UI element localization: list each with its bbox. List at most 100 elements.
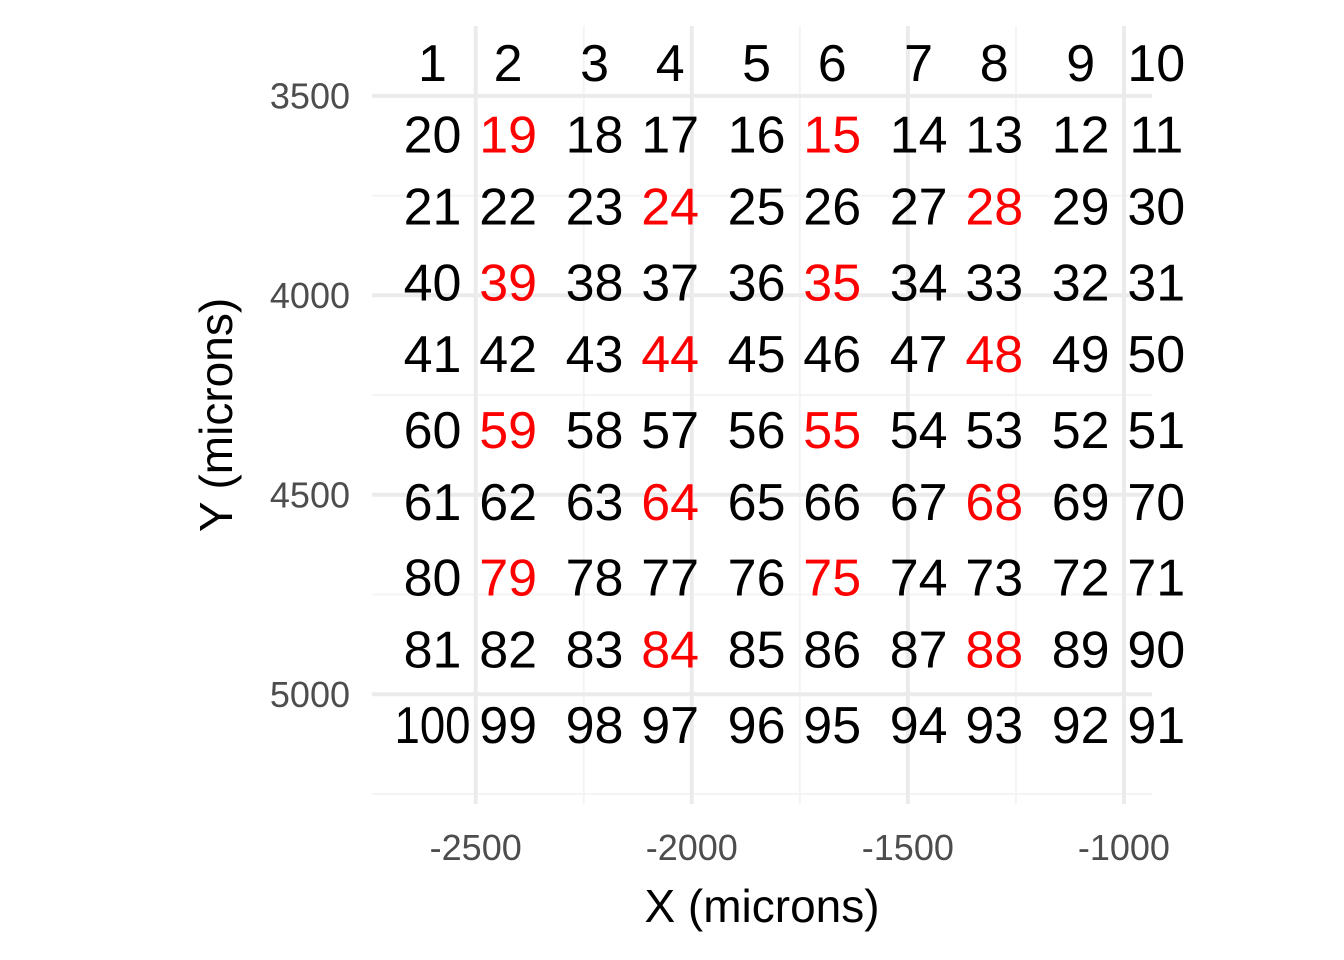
x-axis-ticks: -2500 -2000 -1500 -1000 [430, 827, 1170, 868]
x-tick-label: -1000 [1078, 827, 1170, 868]
well-label: 97 [641, 697, 699, 755]
well-label-highlighted: 88 [965, 621, 1023, 679]
well-label-highlighted: 59 [479, 402, 537, 460]
well-label: 21 [404, 179, 462, 237]
y-tick-label: 4500 [270, 474, 350, 515]
well-label: 1 [418, 35, 447, 93]
well-label: 91 [1127, 697, 1185, 755]
well-label: 72 [1052, 550, 1110, 608]
well-label: 83 [566, 621, 624, 679]
well-label-highlighted: 68 [965, 474, 1023, 532]
well-label: 66 [803, 474, 861, 532]
y-tick-label: 4000 [270, 275, 350, 316]
well-label: 13 [965, 107, 1023, 165]
well-label: 32 [1052, 254, 1110, 312]
well-label-highlighted: 39 [479, 254, 537, 312]
well-label-highlighted: 79 [479, 550, 537, 608]
well-label: 54 [890, 402, 948, 460]
well-label-highlighted: 84 [641, 621, 699, 679]
x-tick-label: -1500 [862, 827, 954, 868]
well-label: 95 [803, 697, 861, 755]
well-label: 76 [728, 550, 786, 608]
well-label: 69 [1052, 474, 1110, 532]
well-label: 22 [479, 179, 537, 237]
well-label: 61 [404, 474, 462, 532]
well-label: 67 [890, 474, 948, 532]
well-label: 16 [728, 107, 786, 165]
well-label: 52 [1052, 402, 1110, 460]
well-label-highlighted: 75 [803, 550, 861, 608]
well-label-highlighted: 44 [641, 326, 699, 384]
well-label: 90 [1127, 621, 1185, 679]
well-label: 9 [1066, 35, 1095, 93]
y-axis-title: Y (microns) [190, 298, 242, 532]
well-label: 4 [656, 35, 685, 93]
well-label: 14 [890, 107, 948, 165]
well-label: 45 [728, 326, 786, 384]
well-label: 93 [965, 697, 1023, 755]
well-label: 33 [965, 254, 1023, 312]
well-label: 8 [980, 35, 1009, 93]
well-label: 85 [728, 621, 786, 679]
well-label: 2 [494, 35, 523, 93]
well-label: 10 [1127, 35, 1185, 93]
well-label-highlighted: 55 [803, 402, 861, 460]
well-label: 29 [1052, 179, 1110, 237]
well-label: 26 [803, 179, 861, 237]
x-tick-label: -2000 [646, 827, 738, 868]
well-label: 70 [1127, 474, 1185, 532]
well-label-highlighted: 64 [641, 474, 699, 532]
well-label: 27 [890, 179, 948, 237]
well-label-highlighted: 15 [803, 107, 861, 165]
well-label: 71 [1127, 550, 1185, 608]
well-label: 50 [1127, 326, 1185, 384]
well-label: 6 [818, 35, 847, 93]
well-label: 31 [1127, 254, 1185, 312]
well-label: 42 [479, 326, 537, 384]
y-tick-label: 3500 [270, 75, 350, 116]
well-label: 51 [1127, 402, 1185, 460]
well-label: 92 [1052, 697, 1110, 755]
well-label: 73 [965, 550, 1023, 608]
well-label: 18 [566, 107, 624, 165]
well-label: 82 [479, 621, 537, 679]
well-label: 100 [394, 697, 470, 755]
well-label: 25 [728, 179, 786, 237]
grid [372, 26, 1152, 804]
well-label: 74 [890, 550, 948, 608]
well-label: 36 [728, 254, 786, 312]
well-label: 38 [566, 254, 624, 312]
well-label: 11 [1129, 107, 1183, 165]
well-label: 58 [566, 402, 624, 460]
y-tick-label: 5000 [270, 674, 350, 715]
well-label: 89 [1052, 621, 1110, 679]
well-label: 3 [580, 35, 609, 93]
well-label: 65 [728, 474, 786, 532]
well-label: 47 [890, 326, 948, 384]
well-label: 86 [803, 621, 861, 679]
well-label-highlighted: 35 [803, 254, 861, 312]
well-label: 60 [404, 402, 462, 460]
well-label: 30 [1127, 179, 1185, 237]
well-label: 87 [890, 621, 948, 679]
well-label: 57 [641, 402, 699, 460]
well-label: 20 [404, 107, 462, 165]
x-tick-label: -2500 [430, 827, 522, 868]
well-label: 96 [728, 697, 786, 755]
well-label: 78 [566, 550, 624, 608]
well-label: 77 [641, 550, 699, 608]
well-label: 5 [742, 35, 771, 93]
well-label: 46 [803, 326, 861, 384]
well-label-highlighted: 19 [479, 107, 537, 165]
well-label: 7 [904, 35, 933, 93]
well-label: 99 [479, 697, 537, 755]
well-label: 34 [890, 254, 948, 312]
well-label-highlighted: 24 [641, 179, 699, 237]
well-label-highlighted: 28 [965, 179, 1023, 237]
well-label: 23 [566, 179, 624, 237]
well-label: 98 [566, 697, 624, 755]
well-label: 53 [965, 402, 1023, 460]
well-label: 43 [566, 326, 624, 384]
